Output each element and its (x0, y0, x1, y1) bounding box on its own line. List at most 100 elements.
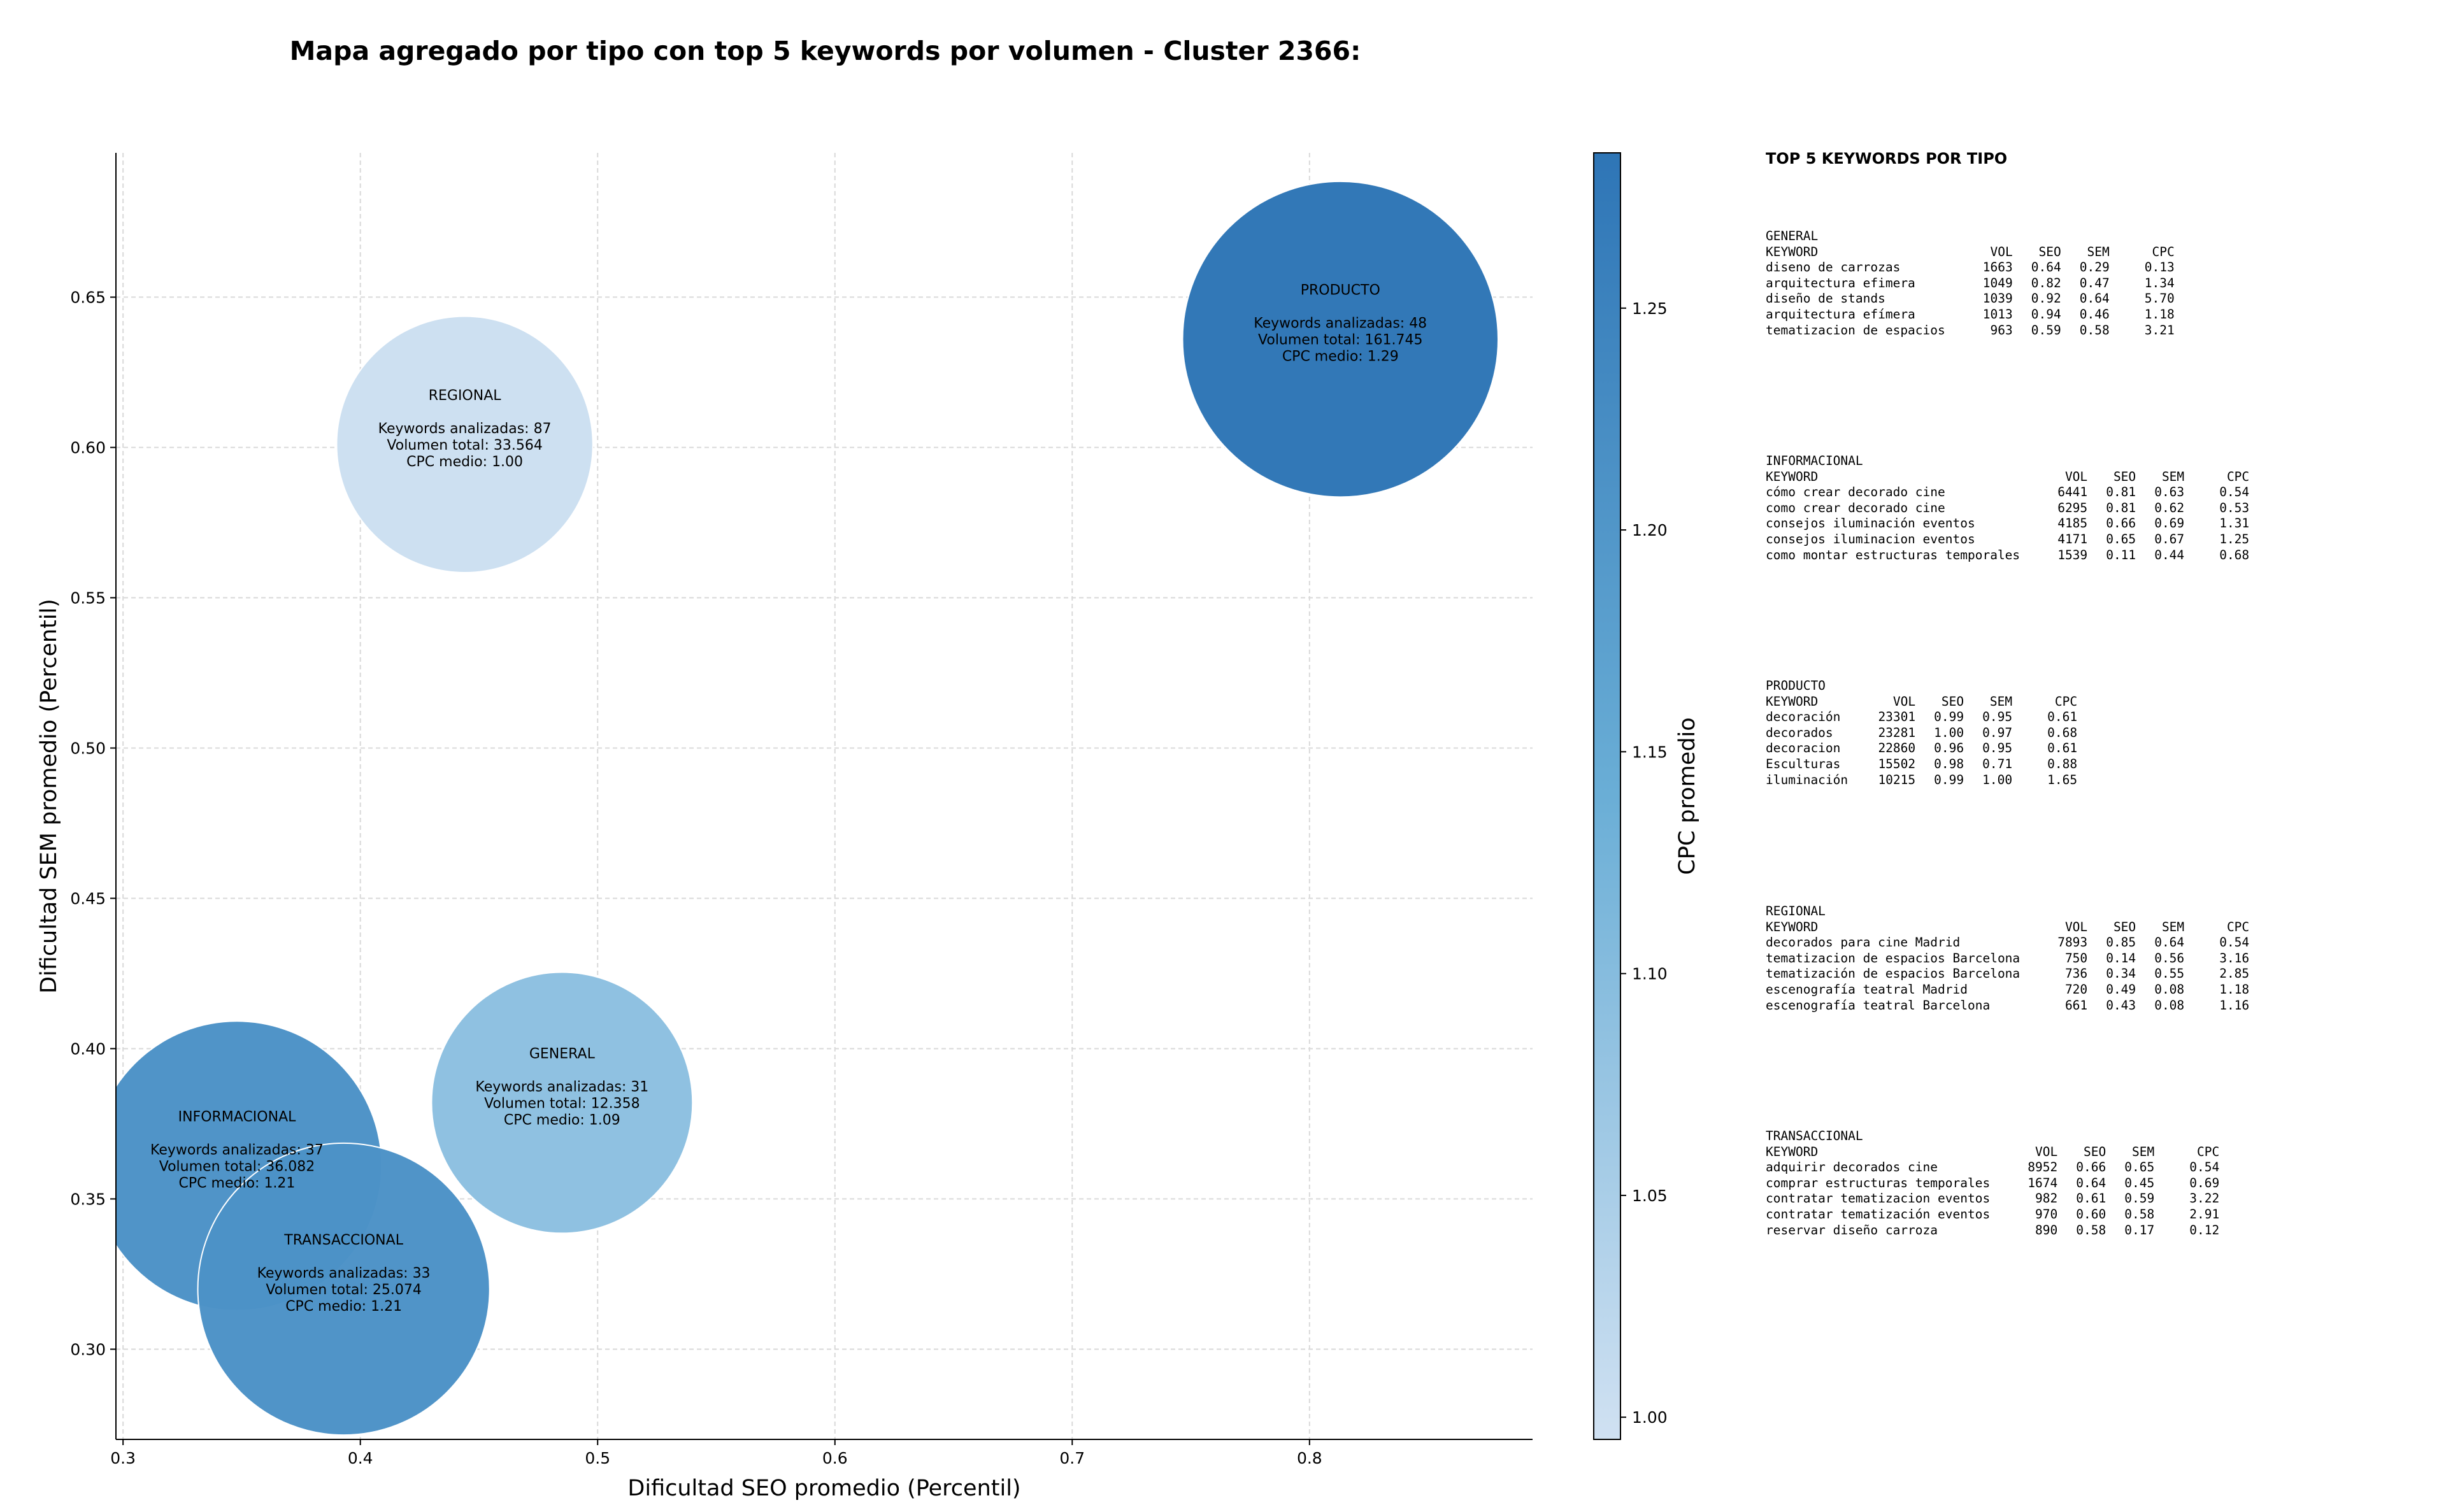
bubble-label: CPC medio: 1.21 (285, 1299, 402, 1315)
header-cpc: CPC (2152, 244, 2175, 259)
header-seo: SEO (1941, 694, 1964, 709)
cell-cpc: 0.68 (2219, 547, 2250, 562)
cell-keyword: decorados (1766, 725, 1833, 740)
keyword-group-title: INFORMACIONAL (1766, 453, 1863, 468)
cell-vol: 23281 (1878, 725, 1916, 740)
cell-seo: 0.65 (2106, 531, 2136, 546)
cell-sem: 0.63 (2154, 485, 2185, 500)
bubble-producto (1182, 180, 1499, 498)
keyword-group-title: PRODUCTO (1766, 678, 1826, 693)
header-vol: VOL (1990, 244, 2013, 259)
header-cpc: CPC (2226, 469, 2250, 484)
keyword-group-general: GENERAL KEYWORD VOL SEO SEM CPC diseno de carr… (1766, 229, 2175, 338)
y-axis-title: Dificultad SEM promedio (Percentil) (36, 599, 62, 994)
cell-sem: 0.44 (2154, 547, 2185, 562)
cell-cpc: 0.54 (2189, 1160, 2220, 1175)
header-sem: SEM (2131, 1144, 2155, 1159)
cell-seo: 0.66 (2076, 1160, 2106, 1175)
header-vol: VOL (2035, 1144, 2058, 1159)
cell-cpc: 0.61 (2047, 710, 2078, 725)
cell-vol: 10215 (1878, 772, 1916, 787)
cell-vol: 1013 (1982, 306, 2013, 322)
header-keyword: KEYWORD (1766, 694, 1819, 709)
cell-keyword: escenografía teatral Madrid (1766, 981, 1968, 997)
cell-sem: 0.47 (2079, 275, 2110, 290)
keyword-table-header: KEYWORD VOL SEO SEM CPC (1766, 469, 2249, 485)
colorbar-tick-label: 1.00 (1632, 1408, 1668, 1427)
cell-keyword: tematizacion de espacios (1766, 322, 1945, 338)
bubble-label: Keywords analizadas: 37 (150, 1143, 324, 1159)
colorbar-tick-label: 1.20 (1632, 521, 1668, 539)
cell-cpc: 0.53 (2219, 500, 2250, 515)
keyword-group-title: GENERAL (1766, 229, 1819, 243)
keyword-group-transaccional: TRANSACCIONAL KEYWORD VOL SEO SEM CPC adquirir… (1766, 1129, 2219, 1238)
cell-keyword: contratar tematización eventos (1766, 1206, 1991, 1222)
colorbar-tick-label: 1.05 (1632, 1187, 1668, 1205)
y-tick-label: 0.45 (70, 889, 106, 908)
cell-cpc: 1.18 (2219, 981, 2250, 997)
cell-keyword: tematización de espacios Barcelona (1766, 966, 2020, 981)
bubble-label: INFORMACIONAL (178, 1109, 297, 1125)
cell-keyword: arquitectura efimera (1766, 275, 1915, 290)
cell-sem: 0.65 (2124, 1160, 2155, 1175)
table-row: diseño de stands 1039 0.92 0.64 5.70 (1766, 291, 2175, 307)
keyword-table: KEYWORD VOL SEO SEM CPC cómo crear decorado c… (1766, 469, 2249, 564)
cell-cpc: 3.22 (2189, 1191, 2220, 1206)
cell-keyword: iluminación (1766, 772, 1849, 787)
bubble-label: PRODUCTO (1301, 283, 1380, 299)
table-row: decorados para cine Madrid 7893 0.85 0.64 0.… (1766, 935, 2249, 951)
cell-seo: 0.11 (2106, 547, 2136, 562)
cell-cpc: 1.65 (2047, 772, 2078, 787)
keyword-group-producto: PRODUCTO KEYWORD VOL SEO SEM CPC decoración 233… (1766, 678, 2077, 788)
x-tick-label: 0.3 (110, 1449, 136, 1467)
header-keyword: KEYWORD (1766, 919, 1819, 934)
table-row: consejos iluminacion eventos 4171 0.65 0.67… (1766, 532, 2249, 548)
cell-seo: 0.59 (2031, 322, 2061, 338)
cell-sem: 0.56 (2154, 950, 2185, 966)
x-tick-label: 0.4 (348, 1449, 373, 1467)
cell-vol: 720 (2064, 981, 2088, 997)
cell-keyword: Esculturas (1766, 756, 1841, 771)
cell-cpc: 0.88 (2047, 756, 2078, 771)
colorbar-tick-label: 1.25 (1632, 299, 1668, 318)
table-row: tematizacion de espacios Barcelona 750 0.1… (1766, 951, 2249, 967)
keyword-table: KEYWORD VOL SEO SEM CPC diseno de carrozas 166… (1766, 245, 2175, 339)
colorbar-tick-label: 1.15 (1632, 743, 1668, 761)
colorbar-label: CPC promedio (1675, 717, 1700, 874)
cell-cpc: 1.31 (2219, 516, 2250, 531)
table-row: tematización de espacios Barcelona 736 0.3… (1766, 966, 2249, 982)
table-row: adquirir decorados cine 8952 0.66 0.65 0.54 (1766, 1160, 2219, 1176)
table-row: como montar estructuras temporales 1539 0.… (1766, 548, 2249, 564)
table-row: como crear decorado cine 6295 0.81 0.62 0.53 (1766, 501, 2249, 517)
cell-sem: 0.58 (2124, 1206, 2155, 1222)
cell-keyword: como montar estructuras temporales (1766, 547, 2020, 562)
cell-vol: 1663 (1982, 260, 2013, 275)
y-tick-label: 0.55 (70, 589, 106, 608)
cell-cpc: 5.70 (2144, 291, 2175, 306)
x-tick-label: 0.8 (1297, 1449, 1322, 1467)
cell-keyword: decorados para cine Madrid (1766, 935, 1961, 950)
table-row: Esculturas 15502 0.98 0.71 0.88 (1766, 757, 2077, 773)
bubble-label: Volumen total: 161.745 (1258, 332, 1422, 348)
bubble-label: CPC medio: 1.29 (1282, 349, 1399, 365)
cell-cpc: 0.69 (2189, 1175, 2220, 1190)
cell-vol: 1039 (1982, 291, 2013, 306)
bubble-regional (336, 315, 594, 573)
cell-keyword: consejos iluminación eventos (1766, 516, 1975, 531)
cell-cpc: 3.16 (2219, 950, 2250, 966)
cell-seo: 1.00 (1934, 725, 1964, 740)
cell-keyword: como crear decorado cine (1766, 500, 1945, 515)
keyword-group-informacional: INFORMACIONAL KEYWORD VOL SEO SEM CPC cómo cre… (1766, 453, 2249, 563)
cell-cpc: 2.91 (2189, 1206, 2220, 1222)
y-tick-label: 0.30 (70, 1340, 106, 1359)
colorbar-tick-label: 1.10 (1632, 965, 1668, 983)
cell-keyword: tematizacion de espacios Barcelona (1766, 950, 2020, 966)
cell-seo: 0.60 (2076, 1206, 2106, 1222)
keyword-group-regional: REGIONAL KEYWORD VOL SEO SEM CPC decorados par… (1766, 904, 2249, 1013)
cell-seo: 0.81 (2106, 500, 2136, 515)
cpc-colorbar: 1.00 1.05 1.10 1.15 1.20 1.25 CPC promedio (1593, 152, 1700, 1440)
bubble-label: Keywords analizadas: 31 (475, 1079, 648, 1095)
cell-vol: 1674 (2028, 1175, 2058, 1190)
table-row: iluminación 10215 0.99 1.00 1.65 (1766, 773, 2077, 788)
cell-seo: 0.49 (2106, 981, 2136, 997)
